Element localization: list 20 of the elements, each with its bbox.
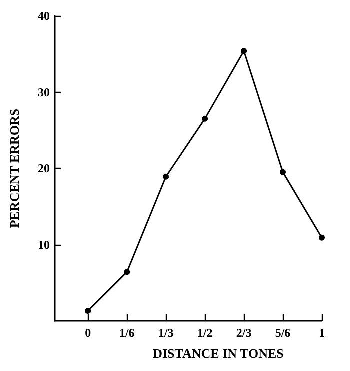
- y-tick-label: 30: [38, 85, 50, 100]
- y-axis-title: PERCENT ERRORS: [7, 108, 22, 228]
- x-axis-title: DISTANCE IN TONES: [153, 346, 284, 361]
- y-tick-label: 40: [38, 9, 50, 23]
- point: [319, 234, 325, 241]
- x-tick-label: 1/2: [197, 326, 213, 340]
- point: [124, 269, 130, 276]
- point: [202, 116, 208, 122]
- x-tick-label: 5/6: [275, 326, 291, 340]
- point: [241, 48, 248, 54]
- x-tick-label: 1: [319, 326, 325, 340]
- point: [85, 308, 92, 314]
- y-tick-label: 10: [38, 238, 50, 252]
- y-tick-label: 20: [38, 162, 50, 176]
- x-tick-label: 1/3: [158, 326, 174, 340]
- point: [280, 169, 286, 176]
- x-tick-label: 0: [85, 326, 92, 340]
- x-tick-label: 1/6: [119, 326, 135, 340]
- point: [163, 174, 170, 180]
- x-tick-label: 2/3: [236, 326, 252, 340]
